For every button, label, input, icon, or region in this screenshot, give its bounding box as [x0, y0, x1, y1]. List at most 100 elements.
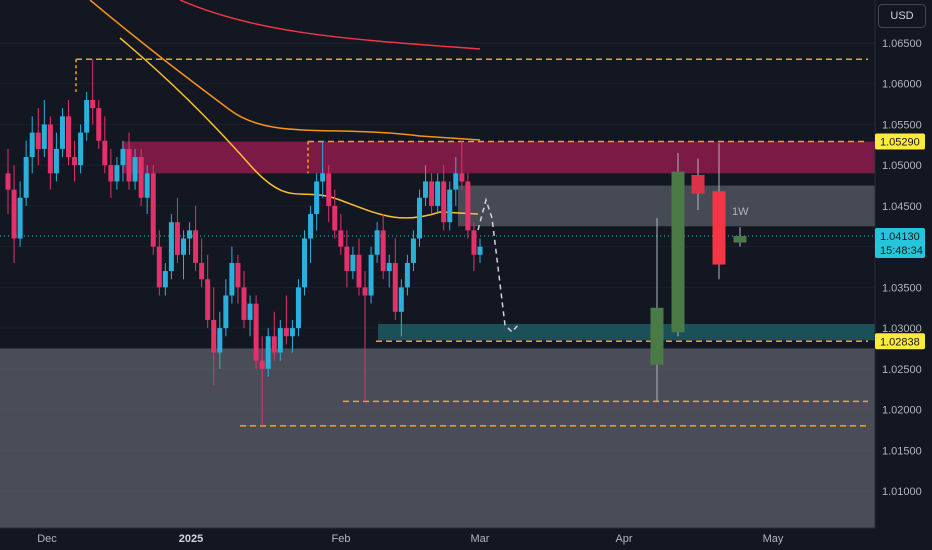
price-tick: 1.04500: [882, 201, 922, 213]
price-scale-bg[interactable]: [875, 0, 932, 528]
candle-body: [356, 254, 362, 288]
candle-body: [59, 116, 65, 149]
candle-body: [453, 173, 459, 190]
price-tag-bg: [875, 333, 925, 350]
candle-body: [223, 295, 229, 329]
candle-body: [429, 181, 435, 206]
candle-body: [168, 222, 174, 272]
candle-body: [150, 173, 156, 247]
price-tags: 1.05290 1.04130 15:48:34 1.02838: [875, 133, 925, 350]
candle-body: [247, 303, 253, 320]
candle-body: [187, 230, 193, 239]
candle-body: [78, 132, 84, 166]
time-label: May: [763, 533, 784, 545]
candle-body: [41, 124, 47, 149]
currency-button[interactable]: USD: [878, 4, 926, 28]
candle-body: [114, 165, 120, 182]
price-tick: 1.05500: [882, 119, 922, 131]
time-scale-labels: Dec 2025 Feb Mar Apr May: [37, 533, 784, 545]
candle-body: [265, 336, 271, 369]
candle-body: [29, 132, 35, 158]
price-tick: 1.02000: [882, 405, 922, 417]
candle-body: [362, 287, 368, 296]
candle-body: [283, 328, 289, 337]
candle-body: [392, 262, 398, 312]
daily-candles: [5, 59, 483, 426]
price-tick: 1.03500: [882, 282, 922, 294]
candle-body: [47, 124, 53, 174]
candle-body: [386, 262, 392, 272]
candle-body: [344, 246, 350, 272]
candle-body: [241, 287, 247, 320]
price-tick: 1.03000: [882, 323, 922, 335]
time-label: Mar: [471, 533, 490, 545]
candle-body: [84, 100, 90, 133]
candle-body: [229, 262, 235, 296]
price-tick: 1.05000: [882, 160, 922, 172]
timeframe-annotation: 1W: [732, 206, 749, 218]
candle-body: [471, 230, 477, 255]
candle-body: [144, 173, 150, 198]
candle-body: [410, 238, 416, 263]
price-tick: 1.01500: [882, 445, 922, 457]
candle-body: [332, 205, 338, 231]
candle-body: [96, 108, 102, 141]
candle-body: [156, 246, 162, 288]
price-tick: 1.06000: [882, 79, 922, 91]
candle-body: [235, 262, 241, 288]
price-tag-bg: [875, 133, 925, 150]
candle-body: [447, 189, 453, 223]
candle-body: [308, 214, 314, 239]
price-zone: [0, 348, 875, 550]
candle-body: [380, 230, 386, 272]
candle-body: [350, 254, 356, 272]
candle-body: [320, 173, 326, 182]
horizontal-levels: [0, 58, 875, 427]
candle-body: [374, 230, 380, 255]
price-tag-value: 1.02838: [880, 336, 920, 348]
candle-body: [174, 222, 180, 255]
candle-body: [326, 173, 332, 206]
candle-body: [211, 319, 217, 353]
candle-body: [11, 189, 17, 239]
candle-body: [126, 148, 132, 182]
candle-body: [5, 173, 11, 190]
price-zone: [458, 185, 875, 227]
candle-body: [368, 254, 374, 296]
candle-body: [205, 279, 211, 320]
candle-body: [416, 197, 422, 239]
candle-body: [404, 262, 410, 288]
candle-body: [120, 148, 126, 166]
time-label: 2025: [179, 533, 203, 545]
weekly-candle-body: [671, 171, 685, 333]
price-tick: 1.06500: [882, 38, 922, 50]
candle-body: [217, 328, 223, 353]
price-tag-value: 1.05290: [880, 137, 920, 149]
candle-body: [435, 181, 441, 206]
projection-path: [477, 197, 519, 334]
candle-body: [259, 360, 265, 369]
candle-body: [53, 148, 59, 174]
candle-body: [162, 271, 168, 288]
candle-body: [180, 238, 186, 255]
candle-body: [441, 181, 447, 223]
price-tick: 1.02500: [882, 364, 922, 376]
candle-body: [289, 328, 295, 337]
weekly-candle-body: [712, 191, 726, 265]
price-zone: [378, 324, 875, 341]
candle-body: [138, 157, 144, 198]
candle-body: [423, 181, 429, 198]
weekly-candles: [650, 143, 747, 402]
candle-body: [108, 165, 114, 182]
candle-body: [199, 262, 205, 280]
time-scale-bg[interactable]: [0, 528, 932, 550]
time-label: Dec: [37, 533, 57, 545]
candle-body: [338, 230, 344, 247]
price-zone: [122, 141, 875, 174]
candle-body: [295, 287, 301, 329]
candle-body: [193, 230, 199, 263]
candle-body: [277, 328, 283, 353]
candle-body: [90, 100, 96, 109]
price-tag-value: 1.04130: [880, 231, 920, 243]
